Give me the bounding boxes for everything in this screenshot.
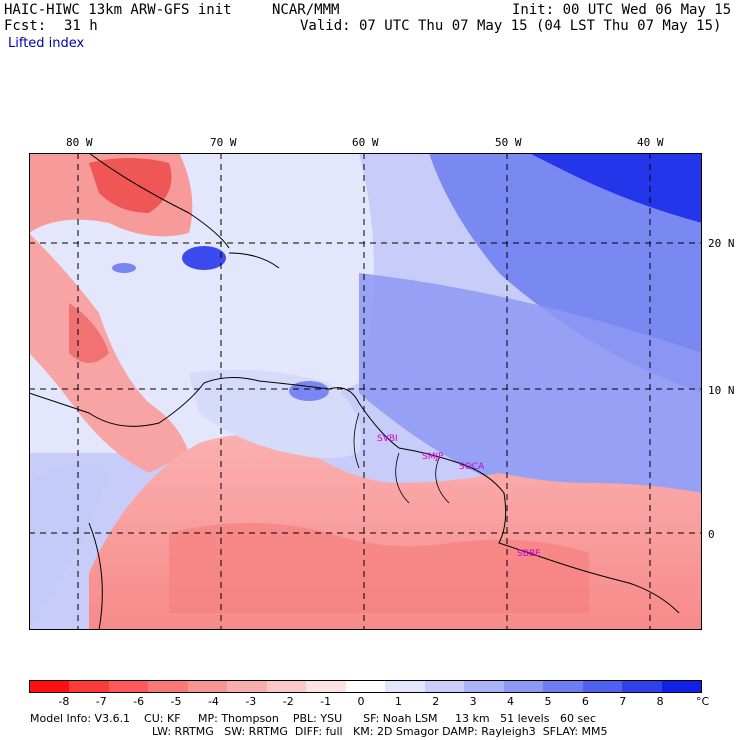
colorbar-tick-label: -3 — [245, 695, 257, 708]
colorbar-tick-label: 3 — [469, 695, 477, 708]
colorbar-tick-label: 0 — [357, 695, 365, 708]
colorbar-swatch — [503, 681, 544, 692]
colorbar-swatch — [464, 681, 504, 692]
lat-label-10n: 10 N — [708, 384, 735, 397]
forecast-label: Fcst: — [4, 18, 47, 34]
station-label: SMJP — [422, 452, 444, 462]
lon-label-60w: 60 W — [352, 136, 379, 149]
colorbar-tick-label: 8 — [656, 695, 664, 708]
colorbar-swatch — [306, 681, 346, 692]
colorbar-swatch — [227, 681, 267, 692]
footer-line-2: LW: RRTMG SW: RRTMG DIFF: full KM: 2D Sm… — [152, 725, 608, 738]
footer-line-1: Model Info: V3.6.1 CU: KF MP: Thompson P… — [30, 712, 597, 725]
field-name: Lifted index — [8, 36, 85, 51]
colorbar-tick-label: 5 — [544, 695, 552, 708]
colorbar-swatch — [108, 681, 149, 692]
colorbar-tick-label: -4 — [207, 695, 219, 708]
colorbar-swatch — [661, 681, 701, 692]
colorbar-swatch — [345, 681, 386, 692]
station-label: SVBI — [377, 434, 398, 444]
colorbar-tick-label: -5 — [170, 695, 182, 708]
lon-label-40w: 40 W — [637, 136, 664, 149]
colorbar-swatch — [543, 681, 583, 692]
colorbar-tick-label: 6 — [581, 695, 589, 708]
colorbar-tick-label: 7 — [619, 695, 627, 708]
colorbar-swatch — [30, 681, 70, 692]
colorbar-swatch — [424, 681, 465, 692]
valid-time: Valid: 07 UTC Thu 07 May 15 (04 LST Thu … — [300, 18, 722, 34]
colorbar-swatch — [582, 681, 623, 692]
lon-label-70w: 70 W — [210, 136, 237, 149]
colorbar — [29, 680, 702, 693]
colorbar-swatch — [385, 681, 425, 692]
station-label: SBBE — [517, 549, 541, 559]
lon-label-50w: 50 W — [495, 136, 522, 149]
colorbar-swatch — [266, 681, 307, 692]
lat-label-0: 0 — [708, 528, 715, 541]
colorbar-tick-label: -6 — [133, 695, 145, 708]
lon-label-80w: 80 W — [66, 136, 93, 149]
colorbar-swatch — [622, 681, 662, 692]
colorbar-unit: °C — [696, 695, 710, 708]
colorbar-tick-label: 2 — [432, 695, 440, 708]
colorbar-swatch — [148, 681, 188, 692]
colorbar-swatch — [187, 681, 228, 692]
colorbar-tick-label: -7 — [95, 695, 107, 708]
colorbar-tick-label: 1 — [394, 695, 402, 708]
init-time: Init: 00 UTC Wed 06 May 15 — [512, 2, 732, 18]
colorbar-tick-label: -2 — [282, 695, 294, 708]
colorbar-tick-label: -1 — [320, 695, 332, 708]
org-label: NCAR/MMM — [272, 2, 340, 18]
lifted-index-map: SVBI SMJP SOCA SBBE — [29, 153, 702, 630]
model-title: HAIC-HIWC 13km ARW-GFS init — [4, 2, 232, 18]
station-label: SOCA — [459, 462, 485, 472]
colorbar-tick-label: -8 — [58, 695, 70, 708]
lat-label-20n: 20 N — [708, 237, 735, 250]
colorbar-tick-label: 4 — [507, 695, 515, 708]
forecast-hours: 31 h — [64, 18, 98, 34]
colorbar-swatch — [69, 681, 109, 692]
